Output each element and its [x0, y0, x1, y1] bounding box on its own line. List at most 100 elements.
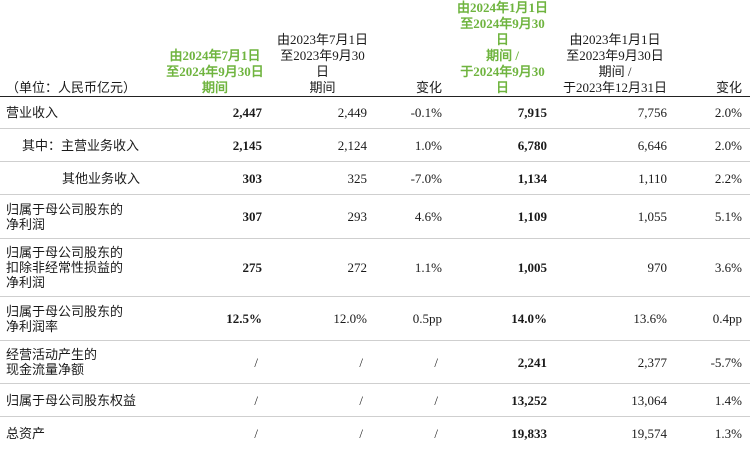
table-row: 归属于母公司股东的 净利润 307 293 4.6% 1,109 1,055 5…	[0, 195, 750, 239]
cell-change-ytd: -5.7%	[710, 354, 742, 370]
cell-ytd-2024: 6,780	[517, 137, 547, 153]
col-q3-2024: 由2024年7月1日 至2024年9月30日 期间	[160, 0, 270, 97]
unit-label: （单位：人民币亿元）	[0, 0, 160, 97]
cell-ytd-2024: 13,252	[511, 392, 547, 408]
row-label-line: 归属于母公司股东的	[6, 245, 124, 260]
header-line: 期间	[201, 80, 228, 95]
row-label: 营业收入	[0, 97, 160, 129]
row-label-line: 归属于母公司股东的	[6, 201, 124, 217]
cell-change-q3: -7.0%	[410, 170, 442, 186]
row-label-line: 归属于母公司股东权益	[6, 392, 137, 408]
table-row: 归属于母公司股东权益 / / / 13,252 13,064 1.4%	[0, 384, 750, 417]
row-label: 经营活动产生的 现金流量净额	[0, 341, 160, 384]
header-line: 由2023年7月1日	[276, 32, 368, 47]
row-label: 其中：主营业务收入	[0, 129, 160, 162]
cell-ytd-2024: 1,005	[517, 260, 547, 275]
header-row: （单位：人民币亿元） 由2024年7月1日 至2024年9月30日 期间 由20…	[0, 0, 750, 97]
cell-q3-2024: 303	[242, 170, 263, 186]
col-ytd-2023: 由2023年1月1日 至2023年9月30日 期间 / 于2023年12月31日	[555, 0, 675, 97]
cell-ytd-2024: 1,109	[517, 209, 547, 224]
cell-ytd-2023: 1,055	[637, 209, 667, 224]
header-line: 至2024年9月30日	[166, 64, 264, 79]
col-ytd-2024: 由2024年1月1日 至2024年9月30日 期间 / 于2024年9月30日	[450, 0, 555, 97]
table-row: 归属于母公司股东的 扣除非经常性损益的 净利润 275 272 1.1% 1,0…	[0, 239, 750, 297]
col-change-q3: 变化	[375, 0, 450, 97]
cell-change-ytd: 3.6%	[714, 260, 742, 275]
header-line: 期间	[309, 80, 336, 95]
cell-change-ytd: 2.2%	[714, 170, 742, 186]
row-label-line: 现金流量净额	[6, 362, 85, 377]
row-label-line: 扣除非经常性损益的	[6, 260, 124, 275]
cell-change-q3: /	[434, 354, 438, 370]
cell-q3-2023: 293	[347, 209, 368, 224]
row-label-line: 经营活动产生的	[6, 347, 98, 362]
header-line: 至2023年9月30日	[566, 48, 664, 63]
cell-ytd-2023: 2,377	[637, 354, 667, 370]
cell-q3-2024: 307	[242, 209, 263, 224]
table-row: 经营活动产生的 现金流量净额 / / / 2,241 2,377 -5.7%	[0, 341, 750, 384]
row-label: 其他业务收入	[0, 162, 160, 195]
cell-q3-2023: 2,124	[337, 137, 367, 153]
cell-q3-2024: 12.5%	[226, 311, 262, 326]
cell-ytd-2023: 19,574	[631, 425, 667, 441]
cell-change-q3: /	[434, 425, 438, 441]
row-label: 归属于母公司股东的 净利润率	[0, 297, 160, 341]
header-line: 至2024年9月30日	[460, 16, 545, 47]
header-line: 由2024年7月1日	[169, 48, 261, 63]
cell-q3-2024: /	[254, 425, 258, 441]
row-label-line: 营业收入	[6, 105, 59, 120]
cell-ytd-2023: 1,110	[638, 170, 667, 186]
table-body: 营业收入 2,447 2,449 -0.1% 7,915 7,756 2.0% …	[0, 97, 750, 450]
cell-ytd-2024: 19,833	[511, 425, 547, 441]
row-label-line: 其他业务收入	[62, 170, 141, 186]
row-label: 归属于母公司股东的 扣除非经常性损益的 净利润	[0, 239, 160, 297]
cell-ytd-2024: 7,915	[517, 105, 547, 120]
cell-change-ytd: 2.0%	[714, 137, 742, 153]
col-q3-2023: 由2023年7月1日 至2023年9月30日 期间	[270, 0, 375, 97]
header-line: 由2024年1月1日	[456, 0, 548, 15]
cell-change-q3: 1.0%	[414, 137, 442, 153]
cell-ytd-2023: 13,064	[631, 392, 667, 408]
header-line: 期间 /	[486, 48, 519, 63]
cell-q3-2024: 2,447	[232, 105, 262, 120]
cell-q3-2024: /	[254, 354, 258, 370]
cell-change-q3: -0.1%	[410, 105, 442, 120]
header-line: 期间 /	[598, 64, 632, 79]
cell-q3-2024: /	[254, 392, 258, 408]
cell-change-ytd: 5.1%	[714, 209, 742, 224]
row-label: 总资产	[0, 417, 160, 450]
cell-change-q3: 4.6%	[414, 209, 442, 224]
row-label-line: 净利润	[6, 275, 46, 290]
cell-ytd-2023: 6,646	[637, 137, 667, 153]
cell-ytd-2023: 7,756	[637, 105, 667, 120]
cell-q3-2023: /	[359, 354, 363, 370]
cell-change-ytd: 1.3%	[714, 425, 742, 441]
cell-ytd-2024: 2,241	[517, 354, 547, 370]
row-label: 归属于母公司股东的 净利润	[0, 195, 160, 239]
table-row: 其他业务收入 303 325 -7.0% 1,134 1,110 2.2%	[0, 162, 750, 195]
header-line: 由2023年1月1日	[569, 32, 661, 47]
row-label: 归属于母公司股东权益	[0, 384, 160, 417]
cell-change-ytd: 0.4pp	[712, 311, 742, 326]
cell-q3-2024: 2,145	[232, 137, 262, 153]
row-label-line: 净利润率	[6, 318, 59, 334]
col-change-ytd: 变化	[675, 0, 750, 97]
cell-q3-2023: /	[359, 392, 363, 408]
cell-ytd-2024: 1,134	[517, 170, 547, 186]
table-row: 总资产 / / / 19,833 19,574 1.3%	[0, 417, 750, 450]
row-label-line: 其中：主营业务收入	[22, 137, 140, 153]
cell-change-q3: 1.1%	[414, 260, 442, 275]
cell-q3-2023: 2,449	[337, 105, 367, 120]
cell-change-q3: 0.5pp	[412, 311, 442, 326]
cell-q3-2024: 275	[242, 260, 263, 275]
cell-q3-2023: 272	[347, 260, 368, 275]
cell-change-ytd: 2.0%	[714, 105, 742, 120]
header-line: 于2023年12月31日	[562, 80, 667, 95]
table-header: （单位：人民币亿元） 由2024年7月1日 至2024年9月30日 期间 由20…	[0, 0, 750, 97]
table-row: 归属于母公司股东的 净利润率 12.5% 12.0% 0.5pp 14.0% 1…	[0, 297, 750, 341]
cell-change-q3: /	[434, 392, 438, 408]
table-row: 其中：主营业务收入 2,145 2,124 1.0% 6,780 6,646 2…	[0, 129, 750, 162]
table-row: 营业收入 2,447 2,449 -0.1% 7,915 7,756 2.0%	[0, 97, 750, 129]
row-label-line: 归属于母公司股东的	[6, 303, 124, 319]
